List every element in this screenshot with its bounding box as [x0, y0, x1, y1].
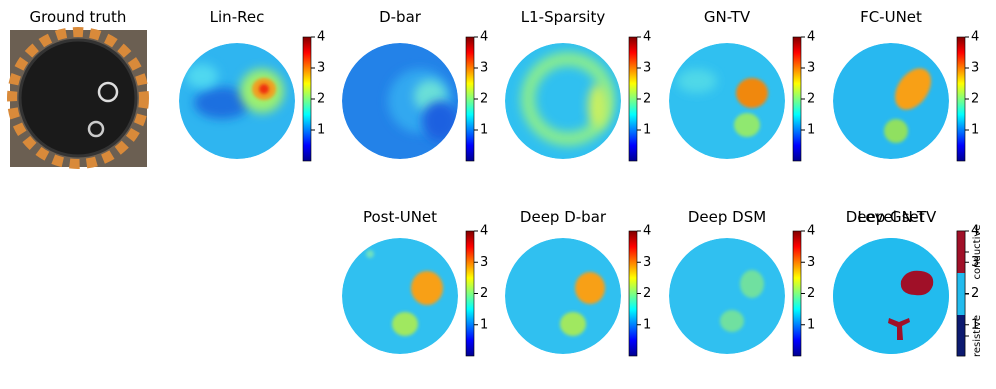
colorbar-tick-label: 3	[643, 61, 651, 76]
level-set-conductive	[900, 270, 934, 296]
blob	[366, 250, 374, 258]
colorbar-tick-label: 1	[480, 317, 488, 332]
reconstruction	[505, 238, 621, 354]
panel-title: Deep D-bar	[520, 208, 607, 226]
blob	[740, 270, 764, 298]
panel-title: Deep DSM	[688, 208, 766, 226]
colorbar	[628, 36, 638, 162]
colorbar-tick-label: 1	[480, 123, 488, 138]
colorbar-tick-label: 2	[643, 92, 651, 107]
colorbar	[792, 36, 802, 162]
reconstruction	[342, 238, 458, 354]
panel-title: FC-UNet	[860, 8, 922, 26]
blob	[194, 87, 250, 119]
blob	[392, 312, 418, 336]
panel-title: Lin-Rec	[210, 8, 265, 26]
colorbar-tick-label: 1	[643, 123, 651, 138]
colorbar-tick-label: 2	[317, 92, 325, 107]
colorbar	[465, 230, 475, 357]
photo-object	[97, 81, 119, 103]
reconstruction	[669, 43, 785, 159]
panel-title: GN-TV	[704, 8, 751, 26]
legend-conductive	[957, 231, 965, 273]
colorbar-tick-label: 2	[807, 92, 815, 107]
background	[669, 238, 785, 354]
level-set-background	[833, 238, 949, 354]
colorbar-tick-label: 4	[480, 224, 488, 239]
colorbar-tick-label: 3	[971, 255, 979, 270]
legend-resistive	[957, 315, 965, 356]
colorbar-tick-label: 4	[317, 30, 325, 45]
colorbar-tick-label: 2	[480, 286, 488, 301]
colorbar-tick-label: 4	[807, 224, 815, 239]
colorbar	[956, 36, 966, 162]
blob	[588, 84, 608, 128]
colorbar-tick-label: 3	[807, 255, 815, 270]
panel-title: Deep GN-TV	[846, 208, 937, 226]
colorbar	[628, 230, 638, 357]
reconstruction	[342, 43, 458, 159]
colorbar-tick-label: 2	[971, 92, 979, 107]
ground-truth: Ground truth	[7, 8, 149, 169]
colorbar-tick-label: 1	[807, 317, 815, 332]
panel-title: Post-UNet	[363, 208, 437, 226]
colorbar-tick-label: 2	[971, 286, 979, 301]
colorbar-tick-label: 4	[971, 224, 979, 239]
colorbar	[792, 230, 802, 357]
colorbar-tick-label: 1	[317, 123, 325, 138]
colorbar-tick-label: 1	[971, 123, 979, 138]
background	[669, 43, 785, 159]
colorbar-tick-label: 4	[480, 30, 488, 45]
reconstruction	[179, 43, 295, 159]
colorbar-tick-label: 3	[643, 255, 651, 270]
colorbar-tick-label: 3	[480, 61, 488, 76]
colorbar-tick-label: 3	[807, 61, 815, 76]
blob	[736, 78, 768, 108]
panel-title: L1-Sparsity	[521, 8, 606, 26]
reconstruction	[833, 43, 949, 159]
legend-label: resistive	[972, 315, 983, 357]
panel-title: Level set	[857, 208, 924, 226]
level-set-resistive	[888, 318, 910, 340]
colorbar-tick-label: 1	[971, 317, 979, 332]
colorbar-tick-label: 1	[643, 317, 651, 332]
blob	[259, 84, 269, 94]
blob	[734, 113, 760, 137]
colorbar-tick-label: 4	[643, 30, 651, 45]
colorbar-tick-label: 3	[971, 61, 979, 76]
legend-label: conductive	[972, 225, 983, 280]
blob	[186, 64, 218, 88]
colorbar	[465, 36, 475, 162]
blob	[720, 310, 744, 332]
blob	[411, 271, 443, 305]
background	[342, 238, 458, 354]
blob	[521, 52, 615, 146]
reconstruction	[505, 43, 621, 159]
blob	[677, 69, 717, 93]
blob	[560, 312, 586, 336]
colorbar-tick-label: 1	[807, 123, 815, 138]
colorbar-tick-label: 4	[807, 30, 815, 45]
blob	[422, 101, 458, 141]
blob	[894, 68, 932, 110]
photo-rim	[7, 27, 149, 169]
reconstruction	[669, 238, 785, 354]
panel-title: Ground truth	[30, 8, 127, 26]
blob	[575, 272, 605, 304]
colorbar-tick-label: 4	[971, 30, 979, 45]
colorbar-tick-label: 2	[807, 286, 815, 301]
colorbar-tick-label: 3	[317, 61, 325, 76]
photo-tank	[18, 38, 138, 158]
blob	[884, 119, 908, 143]
photo-object	[87, 120, 105, 138]
background	[505, 238, 621, 354]
colorbar-tick-label: 4	[643, 224, 651, 239]
colorbar-tick-label: 3	[480, 255, 488, 270]
colorbar-tick-label: 2	[480, 92, 488, 107]
panel-title: D-bar	[379, 8, 422, 26]
colorbar	[302, 36, 312, 162]
legend-neutral	[957, 273, 965, 315]
colorbar-tick-label: 2	[643, 286, 651, 301]
